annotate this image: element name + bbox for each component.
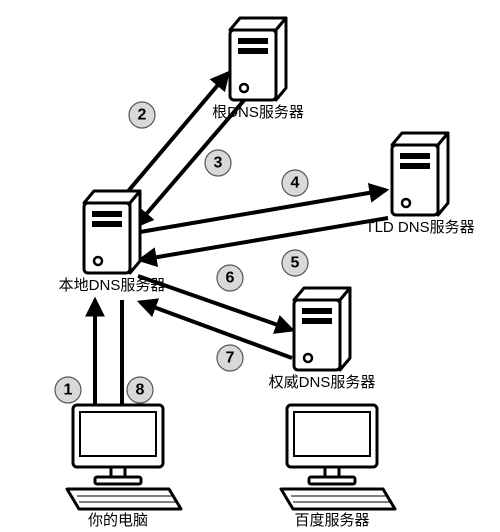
- node-label: 权威DNS服务器: [269, 374, 376, 391]
- server-icon: [84, 191, 140, 273]
- server-icon: [392, 133, 448, 215]
- computer-icon: [281, 405, 395, 509]
- step-number: 4: [291, 175, 300, 192]
- nodes-layer: 本地DNS服务器 根DNS服务器 TLD DNS服务器权威DNS服务器你的电脑 百度服…: [59, 18, 475, 529]
- step-number: 3: [214, 155, 223, 172]
- node-root: 根DNS服务器: [212, 18, 304, 121]
- node-client: 你的电脑: [67, 405, 181, 529]
- step-number: 5: [291, 255, 300, 272]
- node-label: 根DNS服务器: [212, 104, 304, 121]
- computer-icon: [67, 405, 181, 509]
- node-label: 你的电脑: [88, 512, 148, 529]
- edge-step-6: 6: [138, 265, 292, 330]
- step-number: 1: [64, 382, 73, 399]
- node-label: 百度服务器: [294, 512, 369, 529]
- node-tld: TLD DNS服务器: [365, 133, 474, 236]
- server-icon: [230, 18, 286, 100]
- node-label: TLD DNS服务器: [365, 219, 474, 236]
- edge-step-7: 7: [140, 302, 292, 371]
- server-icon: [294, 288, 350, 370]
- node-baidu: 百度服务器: [281, 405, 395, 529]
- node-local: 本地DNS服务器: [59, 191, 166, 294]
- arrow: [140, 302, 292, 358]
- step-number: 7: [226, 350, 235, 367]
- node-auth: 权威DNS服务器: [269, 288, 376, 391]
- step-number: 2: [138, 107, 147, 124]
- step-number: 6: [226, 270, 235, 287]
- node-label: 本地DNS服务器: [59, 277, 166, 294]
- step-number: 8: [136, 382, 145, 399]
